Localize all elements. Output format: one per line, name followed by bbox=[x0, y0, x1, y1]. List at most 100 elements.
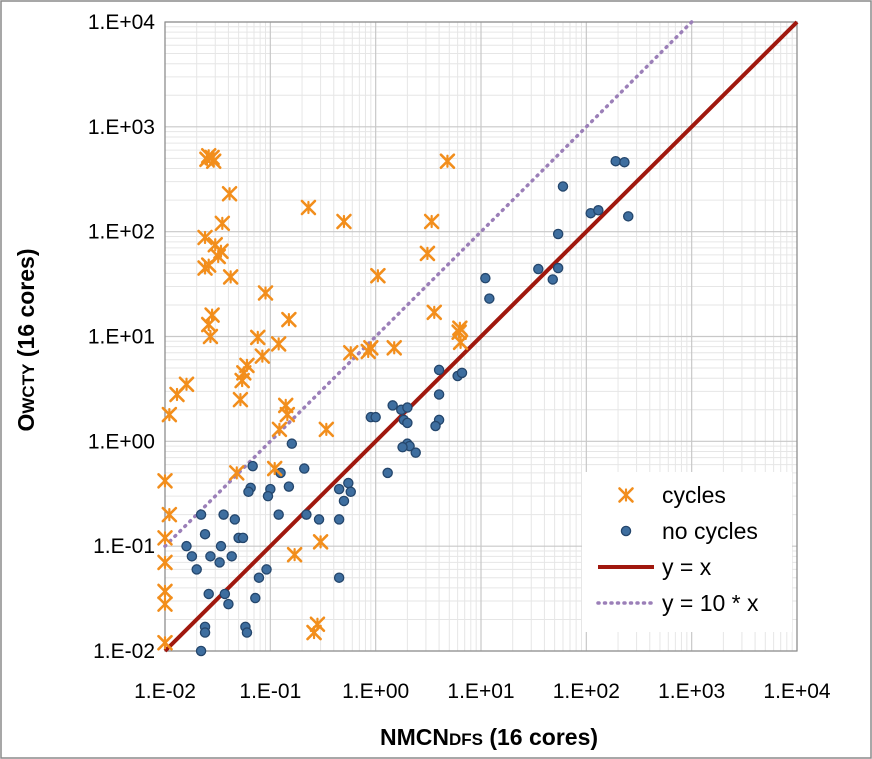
no-cycles-point bbox=[593, 205, 604, 216]
cycles-point bbox=[228, 465, 245, 481]
cycles-point bbox=[202, 328, 219, 345]
no-cycles-point bbox=[229, 514, 241, 525]
x-tick-label: 1.E+03 bbox=[658, 680, 725, 703]
x-tick-label: 1.E+02 bbox=[553, 680, 620, 703]
cycles-point bbox=[266, 460, 283, 477]
no-cycles-point bbox=[283, 481, 295, 492]
y-tick-label: 1.E+02 bbox=[88, 221, 155, 244]
cycles-point bbox=[426, 304, 443, 321]
cycles-point bbox=[312, 534, 329, 550]
x-tick-label: 1.E+04 bbox=[763, 680, 830, 703]
no-cycles-point bbox=[547, 274, 559, 285]
no-cycles-point bbox=[343, 477, 354, 489]
no-cycles-point bbox=[622, 211, 634, 222]
cycles-point bbox=[279, 406, 296, 423]
no-cycles-point bbox=[195, 645, 207, 657]
no-cycles-point bbox=[433, 389, 445, 400]
cycles-point bbox=[222, 269, 239, 285]
y-tick-label: 1.E+01 bbox=[88, 326, 155, 349]
cycles-point bbox=[342, 344, 359, 361]
legend-cycles-marker bbox=[618, 487, 634, 503]
cycles-point bbox=[157, 530, 173, 546]
no-cycles-point bbox=[261, 564, 272, 575]
legend-no-cycles-marker bbox=[620, 525, 632, 537]
cycles-point bbox=[157, 634, 173, 651]
no-cycles-point bbox=[247, 460, 258, 472]
no-cycles-point bbox=[215, 540, 227, 552]
legend-y-eq-x-label: y = x bbox=[662, 554, 712, 580]
cycles-point bbox=[257, 285, 274, 301]
x-tick-label: 1.E+01 bbox=[447, 680, 514, 703]
cycles-point bbox=[161, 406, 178, 423]
no-cycles-point bbox=[205, 551, 216, 562]
no-cycles-point bbox=[243, 486, 254, 498]
no-cycles-point bbox=[250, 592, 261, 604]
no-cycles-point bbox=[345, 486, 356, 498]
y-tick-label: 1.E-01 bbox=[93, 535, 155, 558]
no-cycles-point bbox=[241, 627, 253, 638]
cycles-point bbox=[306, 624, 322, 641]
x-axis-title-sub: DFS bbox=[449, 730, 483, 749]
no-cycles-point bbox=[262, 490, 274, 502]
cycles-point bbox=[419, 245, 436, 262]
no-cycles-point bbox=[456, 367, 468, 379]
no-cycles-point bbox=[186, 551, 198, 562]
no-cycles-point bbox=[203, 588, 214, 600]
data-points bbox=[157, 147, 634, 657]
y-eq-10x-line bbox=[163, 20, 694, 548]
reference-lines bbox=[163, 20, 799, 653]
x-tick-label: 1.E-01 bbox=[239, 680, 301, 703]
y-eq-x-line bbox=[163, 20, 799, 653]
no-cycles-point bbox=[370, 411, 381, 423]
legend: cycles no cycles y = x y = 10 * x bbox=[582, 472, 792, 632]
no-cycles-point bbox=[195, 509, 207, 520]
no-cycles-point bbox=[402, 417, 413, 429]
cycles-point bbox=[197, 260, 213, 276]
no-cycles-point bbox=[218, 509, 229, 520]
cycles-point bbox=[197, 229, 213, 246]
no-cycles-point bbox=[237, 532, 249, 544]
cycles-point bbox=[300, 199, 317, 216]
cycles-point bbox=[370, 267, 386, 284]
cycles-point bbox=[234, 372, 250, 389]
cycles-point bbox=[360, 343, 377, 360]
x-tick-labels: 1.E-02 1.E-01 1.E+00 1.E+01 1.E+02 1.E+03 1.E+… bbox=[134, 680, 831, 703]
x-tick-label: 1.E+00 bbox=[342, 680, 409, 703]
cycles-point bbox=[205, 153, 222, 170]
cycles-point bbox=[271, 421, 288, 438]
cycles-point bbox=[423, 213, 440, 230]
legend-no-cycles-symbol bbox=[620, 525, 632, 537]
no-cycles-point bbox=[219, 588, 231, 600]
no-cycles-point bbox=[397, 441, 408, 453]
no-cycles-point bbox=[199, 528, 211, 540]
cycles-point bbox=[157, 554, 173, 571]
x-axis-title: NMCNDFS (16 cores) bbox=[380, 724, 598, 750]
no-cycles-point bbox=[301, 509, 312, 520]
plot-area-border bbox=[164, 21, 798, 652]
no-cycles-point bbox=[223, 598, 234, 610]
no-cycles-point bbox=[430, 420, 441, 432]
no-cycles-point bbox=[199, 627, 211, 638]
no-cycles-point bbox=[333, 514, 345, 525]
no-cycles-point bbox=[552, 262, 564, 274]
cycles-point bbox=[214, 215, 231, 232]
legend-cycles-symbol bbox=[618, 487, 634, 503]
legend-box bbox=[582, 472, 792, 632]
no-cycles-point bbox=[214, 557, 225, 568]
no-cycles-point bbox=[552, 228, 564, 240]
cycles-point bbox=[157, 583, 173, 600]
cycles-point bbox=[452, 334, 469, 351]
cycles-point bbox=[254, 348, 271, 364]
cycles-point bbox=[336, 213, 352, 230]
no-cycles-point bbox=[313, 514, 325, 525]
no-cycles-point bbox=[619, 156, 630, 168]
no-cycles-point bbox=[273, 509, 284, 520]
cycles-point bbox=[439, 153, 456, 170]
cycles-point bbox=[249, 329, 266, 346]
y-tick-label: 1.E+04 bbox=[88, 11, 155, 34]
y-tick-label: 1.E-02 bbox=[93, 640, 155, 663]
no-cycles-point bbox=[387, 400, 398, 411]
cycles-point bbox=[221, 185, 238, 202]
